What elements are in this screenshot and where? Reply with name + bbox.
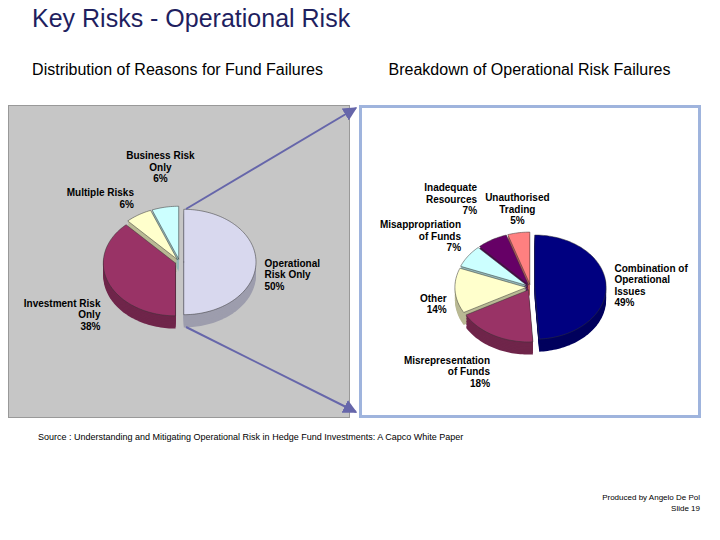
html-text:Key Risks - Operational Risk: Key Risks - Operational Risk [32,4,351,32]
html-text:Distribution of Reasons for Fu: Distribution of Reasons for Fund Failure… [32,61,323,78]
svg-text:Investment RiskOnly38%: Investment RiskOnly38% [24,298,101,332]
svg-text:Combination ofOperationalIssue: Combination ofOperationalIssues49% [614,263,688,309]
svg-text:Misrepresentationof Funds18%: Misrepresentationof Funds18% [404,355,491,389]
svg-text:Business RiskOnly6%: Business RiskOnly6% [126,150,195,184]
html-text:Source : Understanding and Mit: Source : Understanding and Mitigating Op… [38,432,464,442]
svg-text:UnauthorisedTrading5%: UnauthorisedTrading5% [485,192,549,226]
svg-text:Misappropriationof Funds7%: Misappropriationof Funds7% [380,219,462,253]
svg-text:OperationalRisk Only50%: OperationalRisk Only50% [265,258,321,292]
svg-text:Multiple Risks6%: Multiple Risks6% [67,187,135,210]
html-text:Breakdown of Operational Risk: Breakdown of Operational Risk Failures [388,61,671,78]
html-text:Slide 19: Slide 19 [671,504,700,513]
html-text:Produced by Angelo De Pol: Produced by Angelo De Pol [602,493,700,502]
svg-text:Other14%: Other14% [420,293,447,316]
svg-text:InadequateResources7%: InadequateResources7% [424,182,477,216]
